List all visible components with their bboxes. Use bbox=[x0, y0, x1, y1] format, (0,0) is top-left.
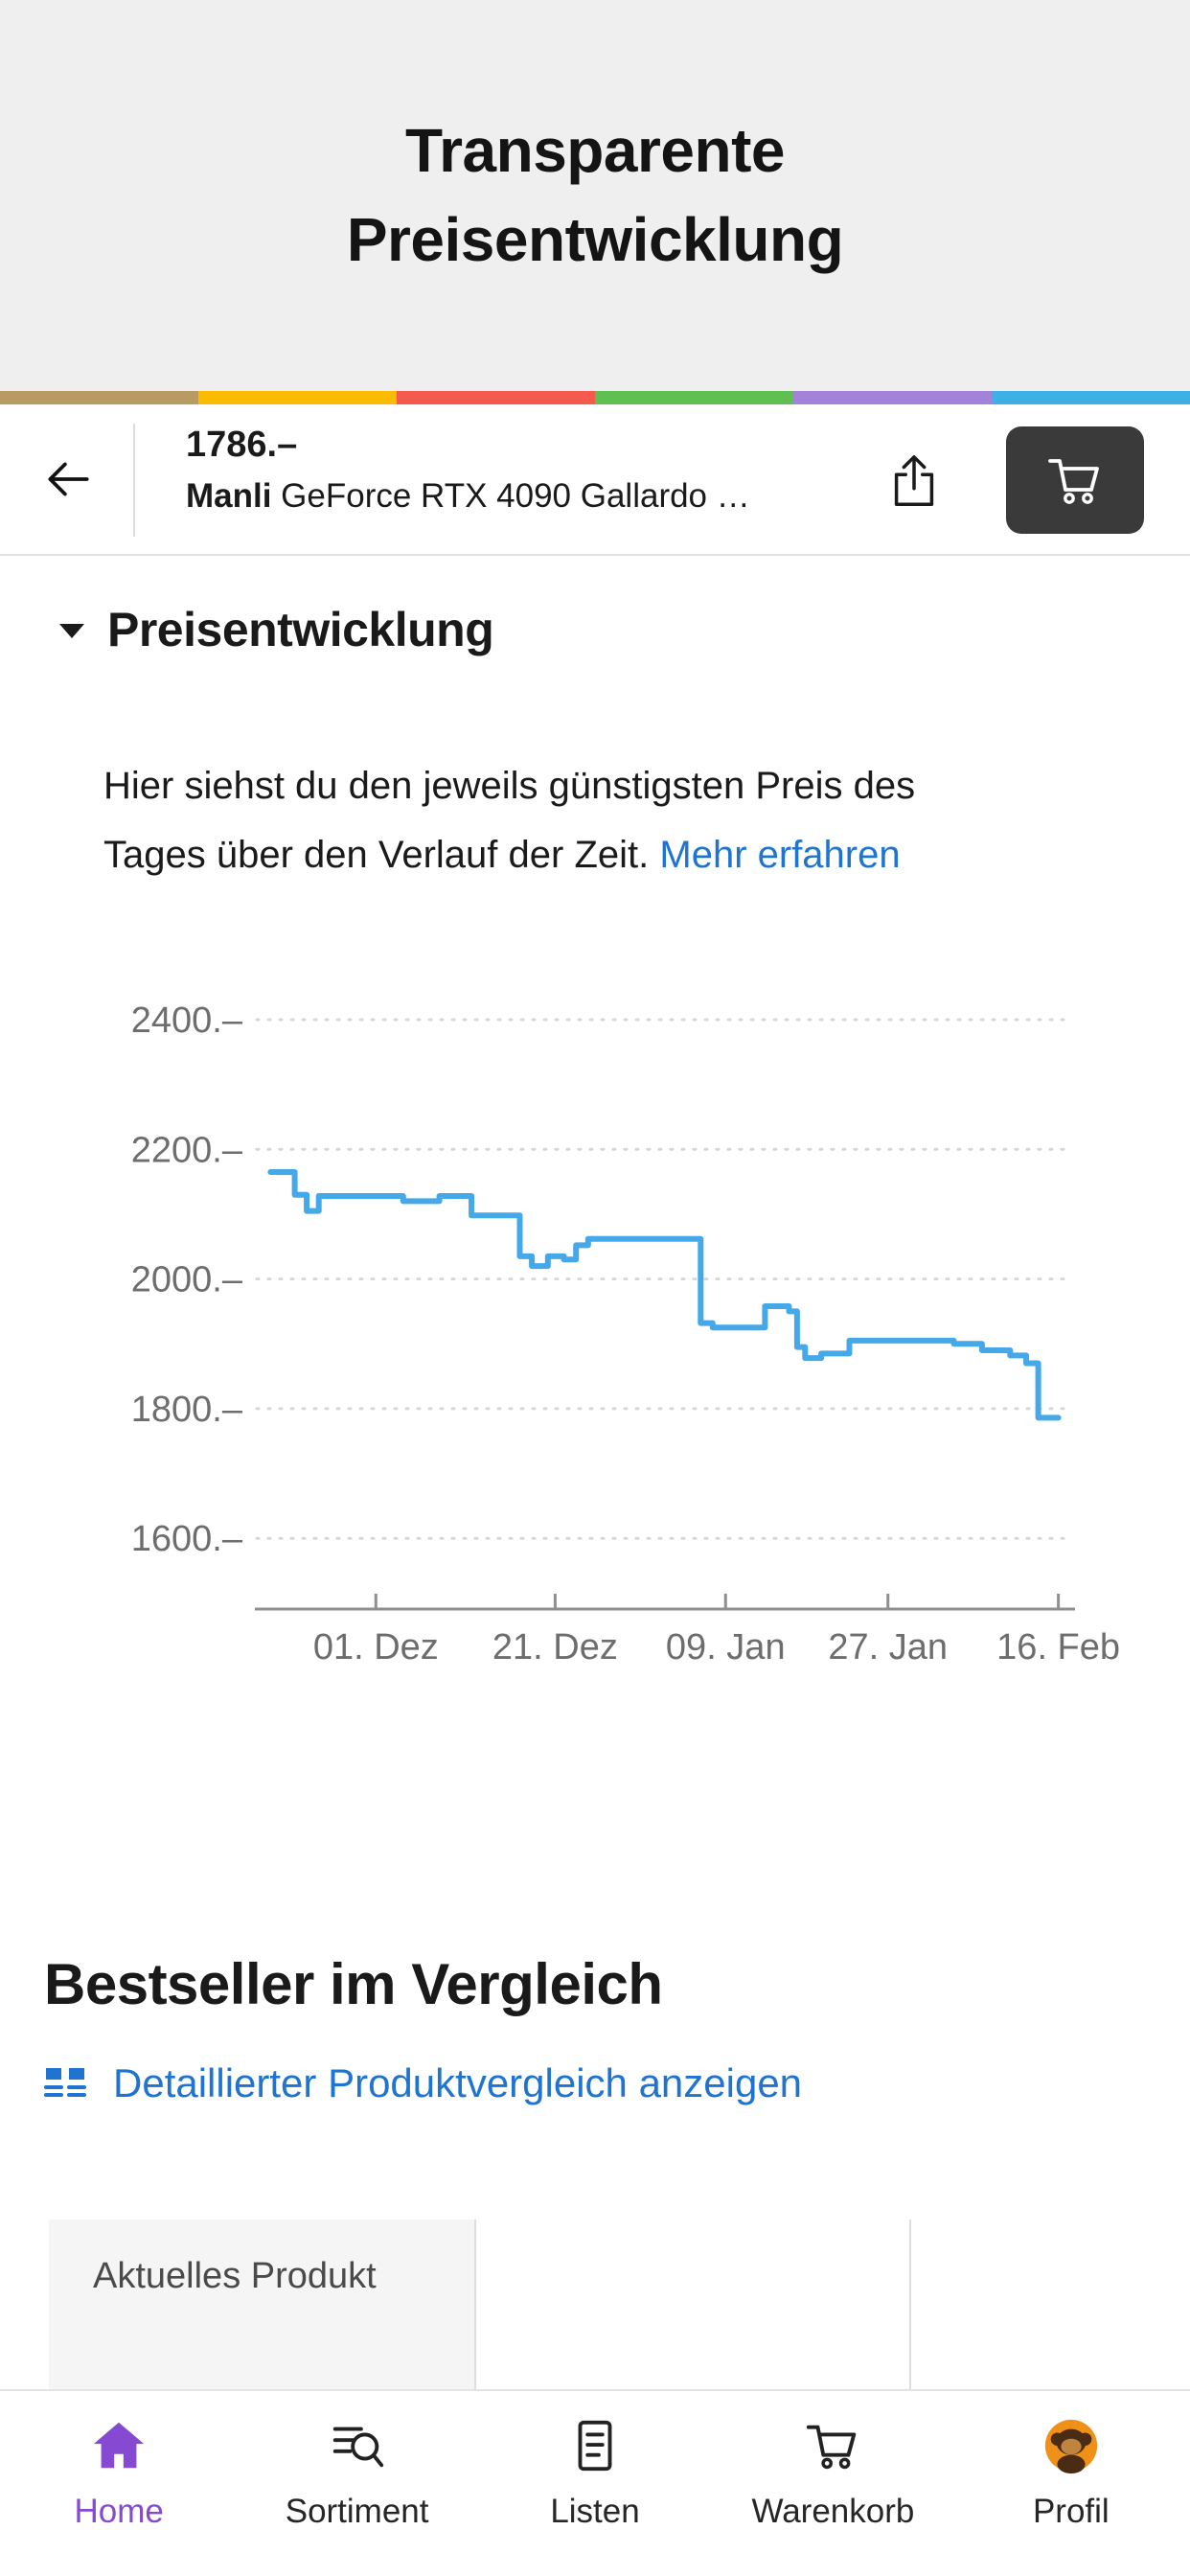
page-title: Transparente Preisentwicklung bbox=[346, 106, 844, 285]
price-history-chart-wrap: 2400.– 2200.– 2000.– 1800.– 1600.– 01. Dez 21.… bbox=[0, 985, 1190, 1714]
brand-stripe-segment bbox=[397, 391, 595, 404]
brand-stripe-segment bbox=[198, 391, 397, 404]
product-comparison-link[interactable]: Detaillierter Produktvergleich anzeigen bbox=[44, 2060, 802, 2106]
divider-vertical bbox=[133, 424, 135, 537]
add-to-cart-button[interactable] bbox=[1006, 426, 1144, 534]
tab-warenkorb[interactable]: Warenkorb bbox=[714, 2391, 951, 2576]
product-brand: Manli bbox=[186, 476, 272, 515]
tab-sortiment[interactable]: Sortiment bbox=[238, 2391, 475, 2576]
product-name: Manli GeForce RTX 4090 Gallardo … bbox=[186, 477, 847, 516]
x-tick-label: 27. Jan bbox=[828, 1627, 948, 1668]
comparison-column-divider bbox=[909, 2220, 911, 2389]
collapse-caret-icon bbox=[59, 623, 84, 638]
y-tick-label: 1600.– bbox=[131, 1519, 243, 1559]
tab-listen[interactable]: Listen bbox=[476, 2391, 714, 2576]
comparison-current-product-cell: Aktuelles Produkt bbox=[49, 2220, 476, 2389]
lists-document-icon bbox=[565, 2414, 625, 2477]
page-title-line1: Transparente bbox=[405, 116, 785, 186]
x-tick-label: 01. Dez bbox=[313, 1627, 439, 1668]
y-tick-label: 2200.– bbox=[131, 1130, 243, 1170]
divider-horizontal bbox=[0, 554, 1190, 556]
brand-stripe bbox=[0, 391, 1190, 404]
price-section-header[interactable]: Preisentwicklung bbox=[59, 602, 494, 657]
assortment-search-icon bbox=[328, 2414, 387, 2477]
share-button[interactable] bbox=[874, 441, 954, 521]
brand-stripe-segment bbox=[0, 391, 198, 404]
bestseller-section-title: Bestseller im Vergleich bbox=[44, 1952, 663, 2016]
product-bar: 1786.– Manli GeForce RTX 4090 Gallardo … bbox=[0, 404, 1190, 554]
price-section-title: Preisentwicklung bbox=[107, 603, 494, 656]
cart-icon bbox=[1048, 459, 1099, 504]
product-model: GeForce RTX 4090 Gallardo … bbox=[271, 476, 750, 515]
tab-home[interactable]: Home bbox=[0, 2391, 238, 2576]
tab-label: Sortiment bbox=[285, 2493, 429, 2530]
profile-avatar bbox=[1041, 2414, 1101, 2477]
tab-label: Profil bbox=[1032, 2493, 1110, 2530]
y-tick-label: 2000.– bbox=[131, 1260, 243, 1300]
description-text: Hier siehst du den jeweils günstigsten P… bbox=[103, 765, 916, 876]
tab-bar: Home Sortiment Listen Ware bbox=[0, 2389, 1190, 2576]
comparison-table-preview: Aktuelles Produkt bbox=[49, 2220, 1141, 2389]
x-tick-label: 21. Dez bbox=[492, 1627, 618, 1668]
product-summary: 1786.– Manli GeForce RTX 4090 Gallardo … bbox=[186, 424, 857, 516]
comparison-table-icon bbox=[44, 2068, 86, 2097]
y-tick-label: 2400.– bbox=[131, 1000, 243, 1041]
learn-more-link[interactable]: Mehr erfahren bbox=[659, 834, 901, 876]
price-section-description: Hier siehst du den jeweils günstigsten P… bbox=[103, 751, 1016, 889]
brand-stripe-segment bbox=[793, 391, 992, 404]
price-history-chart[interactable]: 2400.– 2200.– 2000.– 1800.– 1600.– 01. Dez 21.… bbox=[0, 985, 1190, 1714]
brand-stripe-segment bbox=[595, 391, 793, 404]
back-arrow-icon bbox=[48, 462, 89, 496]
price-history-line bbox=[267, 1169, 1062, 1421]
page-title-line2: Preisentwicklung bbox=[346, 205, 844, 274]
home-icon bbox=[89, 2414, 149, 2477]
tab-label: Listen bbox=[550, 2493, 640, 2530]
y-tick-label: 1800.– bbox=[131, 1390, 243, 1430]
share-icon bbox=[894, 455, 934, 506]
back-button[interactable] bbox=[25, 431, 111, 527]
tab-profil[interactable]: Profil bbox=[952, 2391, 1190, 2576]
page-header: Transparente Preisentwicklung bbox=[0, 0, 1190, 391]
brand-stripe-segment bbox=[992, 391, 1190, 404]
cart-icon bbox=[803, 2414, 862, 2477]
product-comparison-link-label: Detaillierter Produktvergleich anzeigen bbox=[113, 2060, 803, 2105]
x-tick-label: 16. Feb bbox=[996, 1627, 1120, 1668]
tab-label: Warenkorb bbox=[751, 2493, 915, 2530]
product-price: 1786.– bbox=[186, 425, 298, 465]
tab-label: Home bbox=[74, 2493, 164, 2530]
x-tick-label: 09. Jan bbox=[666, 1627, 786, 1668]
